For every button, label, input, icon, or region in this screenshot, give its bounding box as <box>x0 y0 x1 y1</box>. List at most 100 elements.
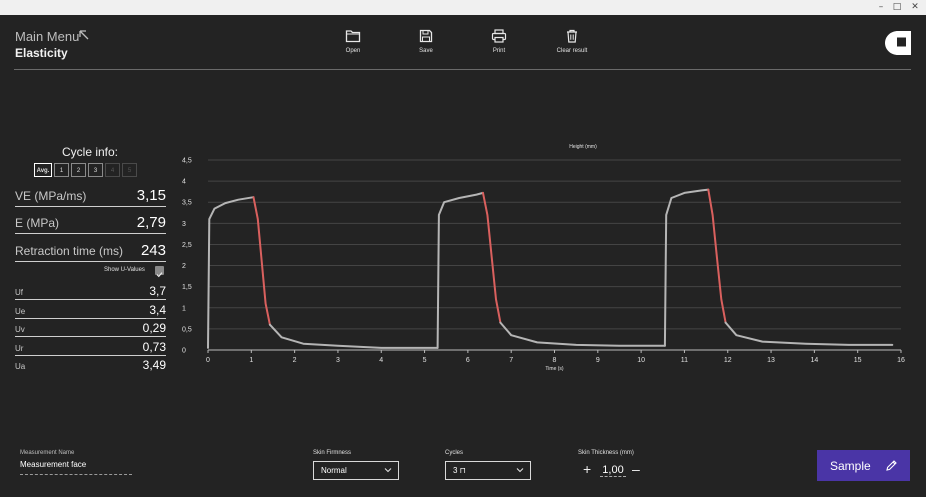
x-tick-label: 1 <box>249 357 253 364</box>
metric-value: 2,79 <box>136 214 166 231</box>
main-menu-link[interactable]: Main Menu <box>15 29 80 44</box>
u-value: 3,4 <box>149 303 166 317</box>
sample-button[interactable]: Sample <box>817 450 910 481</box>
metric-label: E (MPa) <box>15 216 60 230</box>
y-tick-label: 0,5 <box>182 326 192 333</box>
printer-icon <box>491 29 507 43</box>
save-button[interactable]: Save <box>401 29 451 54</box>
clear-result-label: Clear result <box>556 48 588 54</box>
y-tick-label: 4 <box>182 179 186 186</box>
page-title: Elasticity <box>15 46 68 60</box>
metric-label: VE (MPa/ms) <box>15 189 87 203</box>
y-tick-label: 2,5 <box>182 242 192 249</box>
cycles-select[interactable]: 3 ⊓ <box>445 461 531 480</box>
y-tick-label: 1,5 <box>182 284 192 291</box>
show-u-values-label: Show U-Values <box>104 267 145 273</box>
chart-svg: 00,511,522,533,544,50 1 2 3 4 5 6 7 8 9 10 11 12 13 14… <box>182 144 905 372</box>
x-tick-label: 12 <box>724 357 732 364</box>
chevron-down-icon <box>516 468 524 473</box>
cycle-5-button: 5 <box>122 163 137 177</box>
u-value-label: Ua <box>15 362 26 371</box>
x-tick-label: 2 <box>293 357 297 364</box>
clear-result-button[interactable]: Clear result <box>547 29 597 54</box>
decrease-thickness-button[interactable]: – <box>632 461 640 477</box>
show-u-values-toggle[interactable]: Show U-Values <box>100 266 164 278</box>
open-button[interactable]: Open <box>328 29 378 54</box>
height-line <box>663 188 710 347</box>
u-value-row: Uf 3,7 <box>15 283 166 300</box>
measurement-name-input[interactable]: Measurement face <box>20 460 132 475</box>
height-line <box>207 196 255 349</box>
chevron-down-icon <box>384 468 392 473</box>
maximize-button[interactable]: □ <box>892 2 902 12</box>
minimize-button[interactable]: – <box>878 2 884 12</box>
cycles-value: 3 ⊓ <box>453 466 466 475</box>
x-tick-label: 5 <box>423 357 427 364</box>
skin-thickness-input[interactable]: 1,00 <box>600 464 626 477</box>
y-tick-label: 0 <box>182 348 186 355</box>
u-value-label: Ue <box>15 307 26 316</box>
show-u-values-checkbox[interactable] <box>155 266 164 278</box>
u-value-label: Uf <box>15 288 23 297</box>
cycles-label: Cycles <box>445 450 464 456</box>
metric-label: Retraction time (ms) <box>15 244 124 258</box>
x-tick-label: 13 <box>767 357 775 364</box>
u-value: 3,7 <box>149 284 166 298</box>
x-tick-label: 9 <box>596 357 600 364</box>
height-line <box>436 191 484 349</box>
x-tick-label: 0 <box>206 357 210 364</box>
u-value: 0,29 <box>142 321 166 335</box>
metric-value: 3,15 <box>136 187 166 204</box>
u-value-row: Ue 3,4 <box>15 302 166 319</box>
u-value-label: Uv <box>15 325 25 334</box>
x-tick-label: 16 <box>897 357 905 364</box>
measurement-name-label: Measurement Name <box>20 450 75 456</box>
height-line <box>499 321 666 347</box>
retraction-line <box>252 196 271 326</box>
u-value-label: Ur <box>15 344 24 353</box>
height-time-chart: 0 0,5 1 1,5 2 2,5 3 3,5 4 4,5 0 1 2 3 4 5 6 7 8 9 10 11 12 13 14… <box>166 140 916 375</box>
folder-icon <box>345 30 361 43</box>
x-tick-label: 14 <box>810 357 818 364</box>
arrow-up-left-icon[interactable] <box>77 28 91 42</box>
retraction-line <box>707 188 727 324</box>
pencil-icon <box>886 460 897 471</box>
close-button[interactable]: ✕ <box>911 2 919 12</box>
x-tick-label: 4 <box>379 357 383 364</box>
skin-thickness-label: Skin Thickness (mm) <box>578 450 634 456</box>
header-divider <box>14 69 911 70</box>
sample-button-label: Sample <box>830 459 871 473</box>
cycle-1-button[interactable]: 1 <box>54 163 69 177</box>
print-label: Print <box>492 48 506 54</box>
cycle-selector: Avg. 1 2 3 4 5 <box>34 163 137 179</box>
retraction-line <box>482 191 502 324</box>
cycle-2-button[interactable]: 2 <box>71 163 86 177</box>
x-tick-label: 10 <box>637 357 645 364</box>
u-value-row: Uv 0,29 <box>15 320 166 337</box>
open-label: Open <box>345 48 361 54</box>
save-label: Save <box>419 48 433 54</box>
x-axis-title: Time (s) <box>545 366 563 372</box>
check-icon <box>156 272 163 278</box>
x-tick-label: 6 <box>466 357 470 364</box>
cycle-avg-button[interactable]: Avg. <box>34 163 52 177</box>
u-value-row: Ur 0,73 <box>15 339 166 356</box>
skin-firmness-label: Skin Firmness <box>313 450 352 456</box>
brand-logo-icon <box>885 31 911 55</box>
y-tick-label: 2 <box>182 263 186 270</box>
cycle-4-button: 4 <box>105 163 120 177</box>
increase-thickness-button[interactable]: + <box>583 461 592 477</box>
height-line <box>724 321 894 346</box>
u-value: 3,49 <box>142 358 166 372</box>
x-tick-label: 7 <box>509 357 513 364</box>
skin-firmness-value: Normal <box>321 466 347 475</box>
metric-ve: VE (MPa/ms) 3,15 <box>15 186 166 207</box>
u-value: 0,73 <box>142 340 166 354</box>
metric-value: 243 <box>140 242 166 259</box>
x-tick-label: 11 <box>681 357 688 364</box>
print-button[interactable]: Print <box>474 29 524 54</box>
height-line <box>268 323 439 349</box>
skin-firmness-select[interactable]: Normal <box>313 461 399 480</box>
x-tick-label: 8 <box>553 357 557 364</box>
cycle-3-button[interactable]: 3 <box>88 163 103 177</box>
